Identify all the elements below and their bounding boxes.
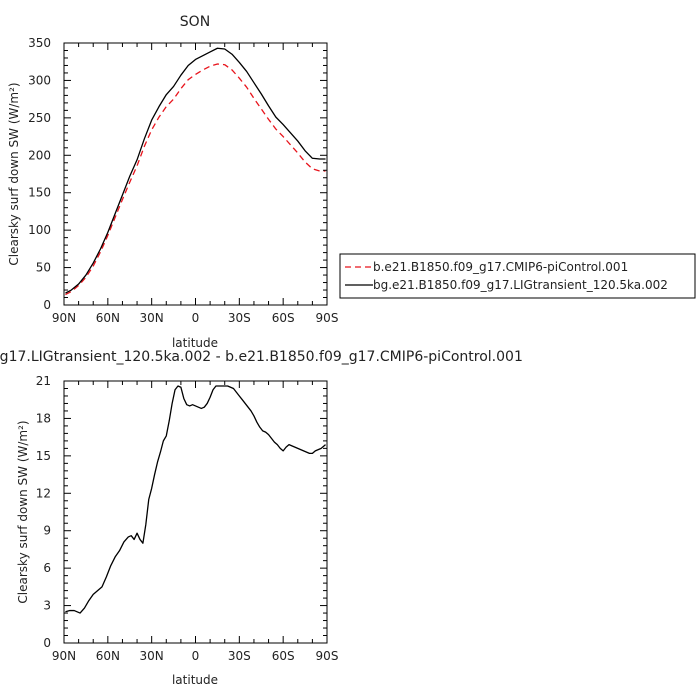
top-chart-frame <box>63 42 328 306</box>
legend-box <box>339 253 696 299</box>
top-chart: SON 90N 60N 30N 0 30S 60S 90S 0 50 100 150 200 250 30… <box>7 14 338 350</box>
bottom-chart-x-tick-label: 0 <box>192 649 200 663</box>
bottom-chart-x-tick-label: 90N <box>52 649 76 663</box>
bottom-chart-x-tick-label: 60N <box>96 649 120 663</box>
bottom-chart: bg.e21.B1850.f09_g17.LIGtransient_120.5k… <box>0 349 523 687</box>
top-chart-y-tick-label: 200 <box>28 148 51 162</box>
top-chart-legend: b.e21.B1850.f09_g17.CMIP6-piControl.001 … <box>339 253 696 299</box>
bottom-chart-y-tick-label: 15 <box>36 449 51 463</box>
top-chart-y-tick-label: 0 <box>43 298 51 312</box>
bottom-chart-y-tick-label: 18 <box>36 411 51 425</box>
bottom-chart-frame <box>63 380 328 644</box>
bottom-chart-y-axis-label: Clearsky surf down SW (W/m²) <box>16 420 30 603</box>
bottom-chart-y-tick-label: 21 <box>36 374 51 388</box>
bottom-chart-y-tick-label: 3 <box>43 599 51 613</box>
top-chart-y-tick-label: 100 <box>28 223 51 237</box>
bottom-chart-series-line-0 <box>65 385 326 614</box>
top-chart-y-tick-label: 250 <box>28 111 51 125</box>
bottom-chart-title: bg.e21.B1850.f09_g17.LIGtransient_120.5k… <box>0 349 523 365</box>
top-chart-y-tick-label: 350 <box>28 36 51 50</box>
bottom-chart-y-tick-label: 12 <box>36 486 51 500</box>
top-chart-y-axis-label: Clearsky surf down SW (W/m²) <box>7 82 21 265</box>
bottom-chart-x-tick-label: 90S <box>316 649 339 663</box>
top-chart-y-tick-label: 300 <box>28 73 51 87</box>
bottom-chart-y-tick-label: 9 <box>43 524 51 538</box>
bottom-chart-y-tick-label: 6 <box>43 561 51 575</box>
top-chart-x-tick-label: 90N <box>52 311 76 325</box>
bottom-chart-x-tick-label: 60S <box>272 649 295 663</box>
bottom-chart-y-tick-label: 0 <box>43 636 51 650</box>
top-chart-x-tick-label: 90S <box>316 311 339 325</box>
top-chart-series-line-0 <box>65 63 326 296</box>
bottom-chart-x-tick-label: 30N <box>140 649 164 663</box>
bottom-chart-x-tick-label: 30S <box>228 649 251 663</box>
top-chart-title: SON <box>180 14 210 30</box>
top-chart-x-tick-label: 0 <box>192 311 200 325</box>
top-chart-x-tick-label: 30S <box>228 311 251 325</box>
legend-label-transient: bg.e21.B1850.f09_g17.LIGtransient_120.5k… <box>373 278 668 292</box>
top-chart-x-axis-label: latitude <box>172 336 218 350</box>
top-chart-x-tick-label: 60N <box>96 311 120 325</box>
top-chart-x-tick-label: 60S <box>272 311 295 325</box>
legend-label-control: b.e21.B1850.f09_g17.CMIP6-piControl.001 <box>373 260 628 274</box>
top-chart-x-tick-label: 30N <box>140 311 164 325</box>
top-chart-y-tick-label: 150 <box>28 186 51 200</box>
bottom-chart-x-axis-label: latitude <box>172 673 218 687</box>
top-chart-series-line-1 <box>65 47 326 294</box>
top-chart-y-tick-label: 50 <box>36 261 51 275</box>
